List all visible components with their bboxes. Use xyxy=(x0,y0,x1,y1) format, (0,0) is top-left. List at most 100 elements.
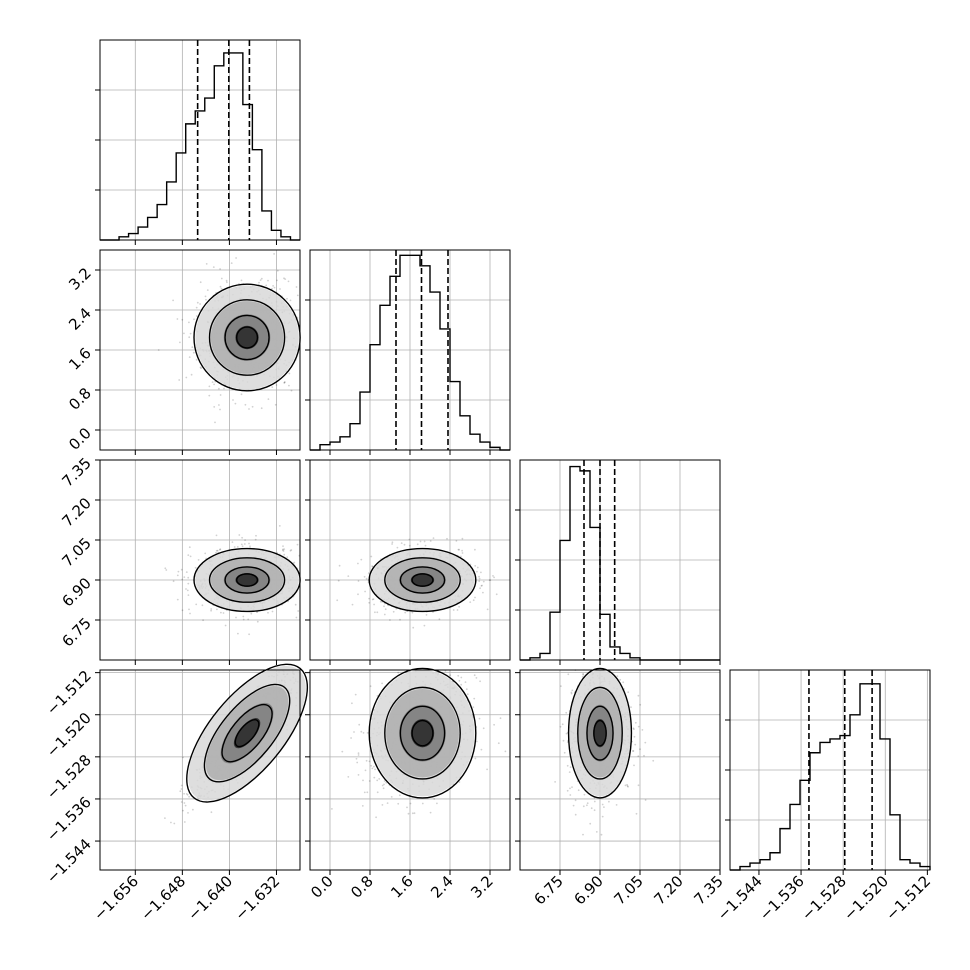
scatter-point xyxy=(368,780,371,782)
x-tick-label: 1.6 xyxy=(387,872,417,902)
scatter-point xyxy=(237,632,239,635)
scatter-point xyxy=(391,541,394,544)
scatter-point xyxy=(408,538,411,541)
scatter-point xyxy=(480,748,483,751)
scatter-point xyxy=(235,616,237,619)
scatter-point xyxy=(183,792,186,795)
scatter-point xyxy=(191,346,194,349)
scatter-point xyxy=(259,279,262,281)
scatter-point xyxy=(375,816,377,819)
scatter-point xyxy=(219,285,222,288)
scatter-point xyxy=(590,807,593,810)
scatter-point xyxy=(461,537,464,540)
scatter-point xyxy=(294,603,297,606)
scatter-point xyxy=(424,544,427,547)
scatter-point xyxy=(364,769,367,772)
scatter-point xyxy=(183,576,186,578)
scatter-point xyxy=(615,804,618,806)
scatter-point xyxy=(474,548,476,551)
scatter-point xyxy=(182,756,184,759)
scatter-point xyxy=(390,796,393,798)
y-tick-label: 7.05 xyxy=(58,534,94,570)
scatter-point xyxy=(593,809,596,812)
scatter-point xyxy=(455,540,458,542)
y-tick-label: 1.6 xyxy=(65,344,95,374)
scatter-point xyxy=(369,685,372,688)
scatter-point xyxy=(215,549,218,552)
scatter-point xyxy=(589,822,592,825)
scatter-point xyxy=(179,341,181,344)
scatter-point xyxy=(601,815,604,818)
scatter-point xyxy=(336,599,339,602)
scatter-point xyxy=(569,766,572,768)
scatter-point xyxy=(378,778,381,780)
x-tick-label: −1.528 xyxy=(798,872,850,924)
x-tick-label: −1.520 xyxy=(840,872,892,924)
scatter-point xyxy=(351,702,353,705)
scatter-point xyxy=(183,802,186,804)
scatter-point xyxy=(362,732,365,734)
scatter-point xyxy=(446,537,448,540)
scatter-point xyxy=(215,534,218,537)
scatter-point xyxy=(421,802,424,805)
scatter-point xyxy=(283,382,286,384)
scatter-point xyxy=(357,562,359,565)
scatter-point xyxy=(391,543,393,545)
scatter-point xyxy=(416,543,419,546)
scatter-point xyxy=(222,612,225,614)
scatter-point xyxy=(296,294,299,297)
scatter-point xyxy=(290,389,293,392)
scatter-point xyxy=(181,318,184,321)
scatter-point xyxy=(286,556,289,558)
x-tick-label: −1.536 xyxy=(756,872,808,924)
scatter-point xyxy=(357,580,360,582)
scatter-point xyxy=(180,568,183,571)
scatter-point xyxy=(338,564,341,567)
scatter-point xyxy=(492,575,494,577)
scatter-point xyxy=(364,590,366,593)
scatter-point xyxy=(408,544,411,547)
scatter-point xyxy=(582,805,585,808)
scatter-point xyxy=(267,398,270,400)
scatter-point xyxy=(275,384,278,386)
histogram-panel-p3 xyxy=(515,459,721,665)
scatter-point xyxy=(283,381,286,384)
scatter-point xyxy=(374,611,376,614)
scatter-point xyxy=(240,393,243,396)
scatter-point xyxy=(476,570,478,573)
scatter-panel-p1-p3: 6.75 6.90 7.05 7.20 7.35 xyxy=(58,454,301,665)
scatter-point xyxy=(220,611,222,614)
axes-frame xyxy=(729,669,931,871)
scatter-point xyxy=(474,757,477,760)
scatter-point xyxy=(179,790,182,793)
scatter-point xyxy=(184,804,187,807)
scatter-point xyxy=(187,594,190,596)
scatter-point xyxy=(192,808,194,811)
scatter-point xyxy=(465,688,468,691)
scatter-point xyxy=(616,675,619,677)
y-tick-label: 0.8 xyxy=(65,384,95,414)
scatter-point xyxy=(233,546,236,548)
scatter-point xyxy=(183,332,185,335)
scatter-point xyxy=(409,802,412,805)
scatter-point xyxy=(429,811,432,814)
scatter-point xyxy=(204,295,207,298)
scatter-point xyxy=(626,783,628,786)
scatter-point xyxy=(178,379,181,381)
scatter-point xyxy=(180,801,183,803)
scatter-point xyxy=(180,784,183,787)
y-tick-label: 6.90 xyxy=(58,574,94,610)
scatter-point xyxy=(582,673,585,676)
histogram-step-p4 xyxy=(730,683,931,871)
scatter-point xyxy=(574,799,577,802)
scatter-point xyxy=(210,609,213,612)
scatter-point xyxy=(238,534,241,536)
scatter-point xyxy=(373,765,375,768)
scatter-point xyxy=(476,566,479,569)
scatter-point xyxy=(652,759,655,762)
scatter-point xyxy=(176,598,179,601)
scatter-point xyxy=(627,691,630,694)
scatter-point xyxy=(367,572,370,574)
scatter-point xyxy=(586,802,589,805)
scatter-point xyxy=(350,737,352,739)
